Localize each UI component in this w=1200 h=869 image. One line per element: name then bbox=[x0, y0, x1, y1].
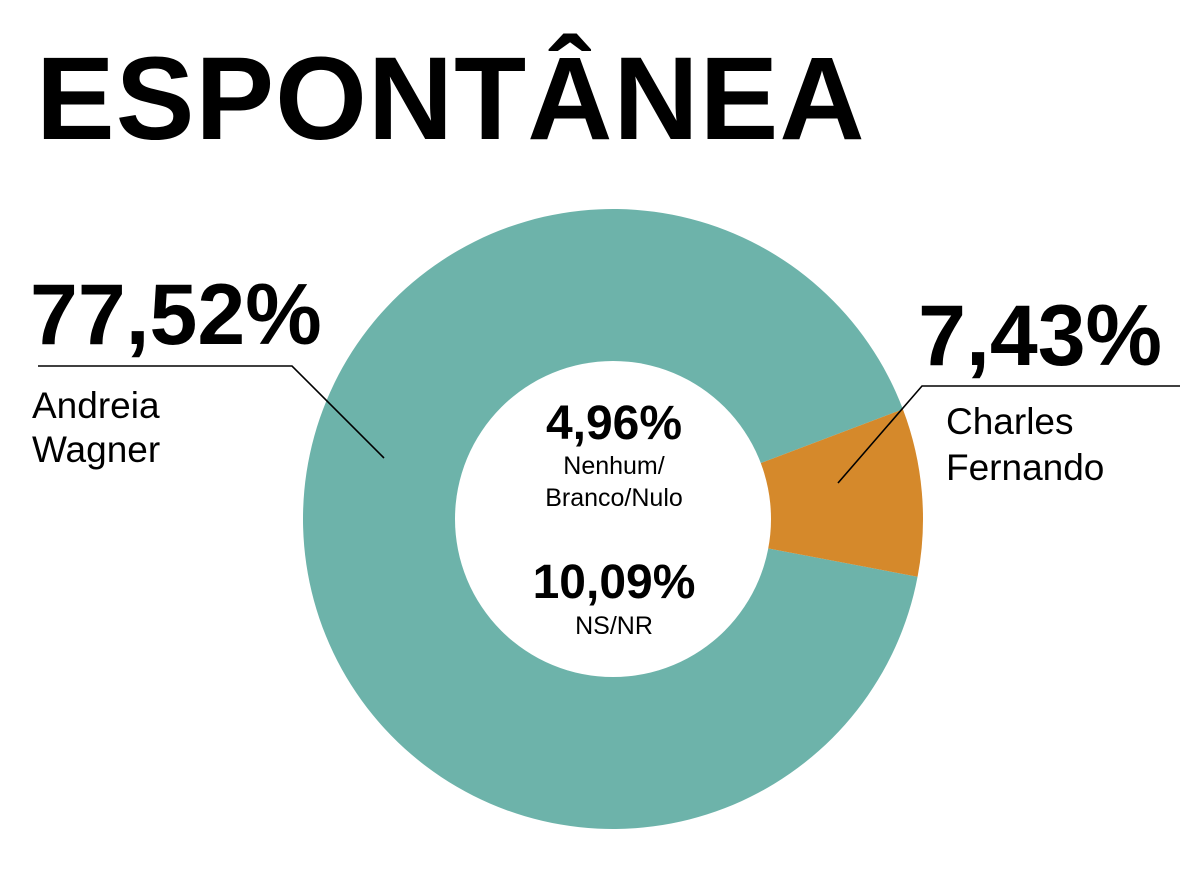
donut-center-hole bbox=[455, 361, 771, 677]
slice-name-andreia-wagner: Andreia bbox=[32, 385, 160, 426]
center-value-nenhum-branco-nulo: 4,96% bbox=[546, 397, 682, 450]
leader-line-andreia-wagner bbox=[38, 365, 385, 459]
leader-line-charles-fernando bbox=[837, 385, 1180, 484]
slice-value-andreia-wagner: 77,52% bbox=[30, 267, 322, 363]
slice-name-charles-fernando: Fernando bbox=[946, 447, 1104, 488]
center-value-ns-nr: 10,09% bbox=[533, 556, 696, 609]
slice-name-andreia-wagner: Wagner bbox=[32, 429, 160, 470]
center-name-nenhum-branco-nulo: Branco/Nulo bbox=[545, 484, 683, 512]
center-name-ns-nr: NS/NR bbox=[575, 612, 653, 640]
slice-value-charles-fernando: 7,43% bbox=[918, 288, 1162, 384]
center-name-nenhum-branco-nulo: Nenhum/ bbox=[563, 452, 664, 480]
slice-name-charles-fernando: Charles bbox=[946, 401, 1074, 442]
chart-title: ESPONTÂNEA bbox=[36, 33, 866, 165]
